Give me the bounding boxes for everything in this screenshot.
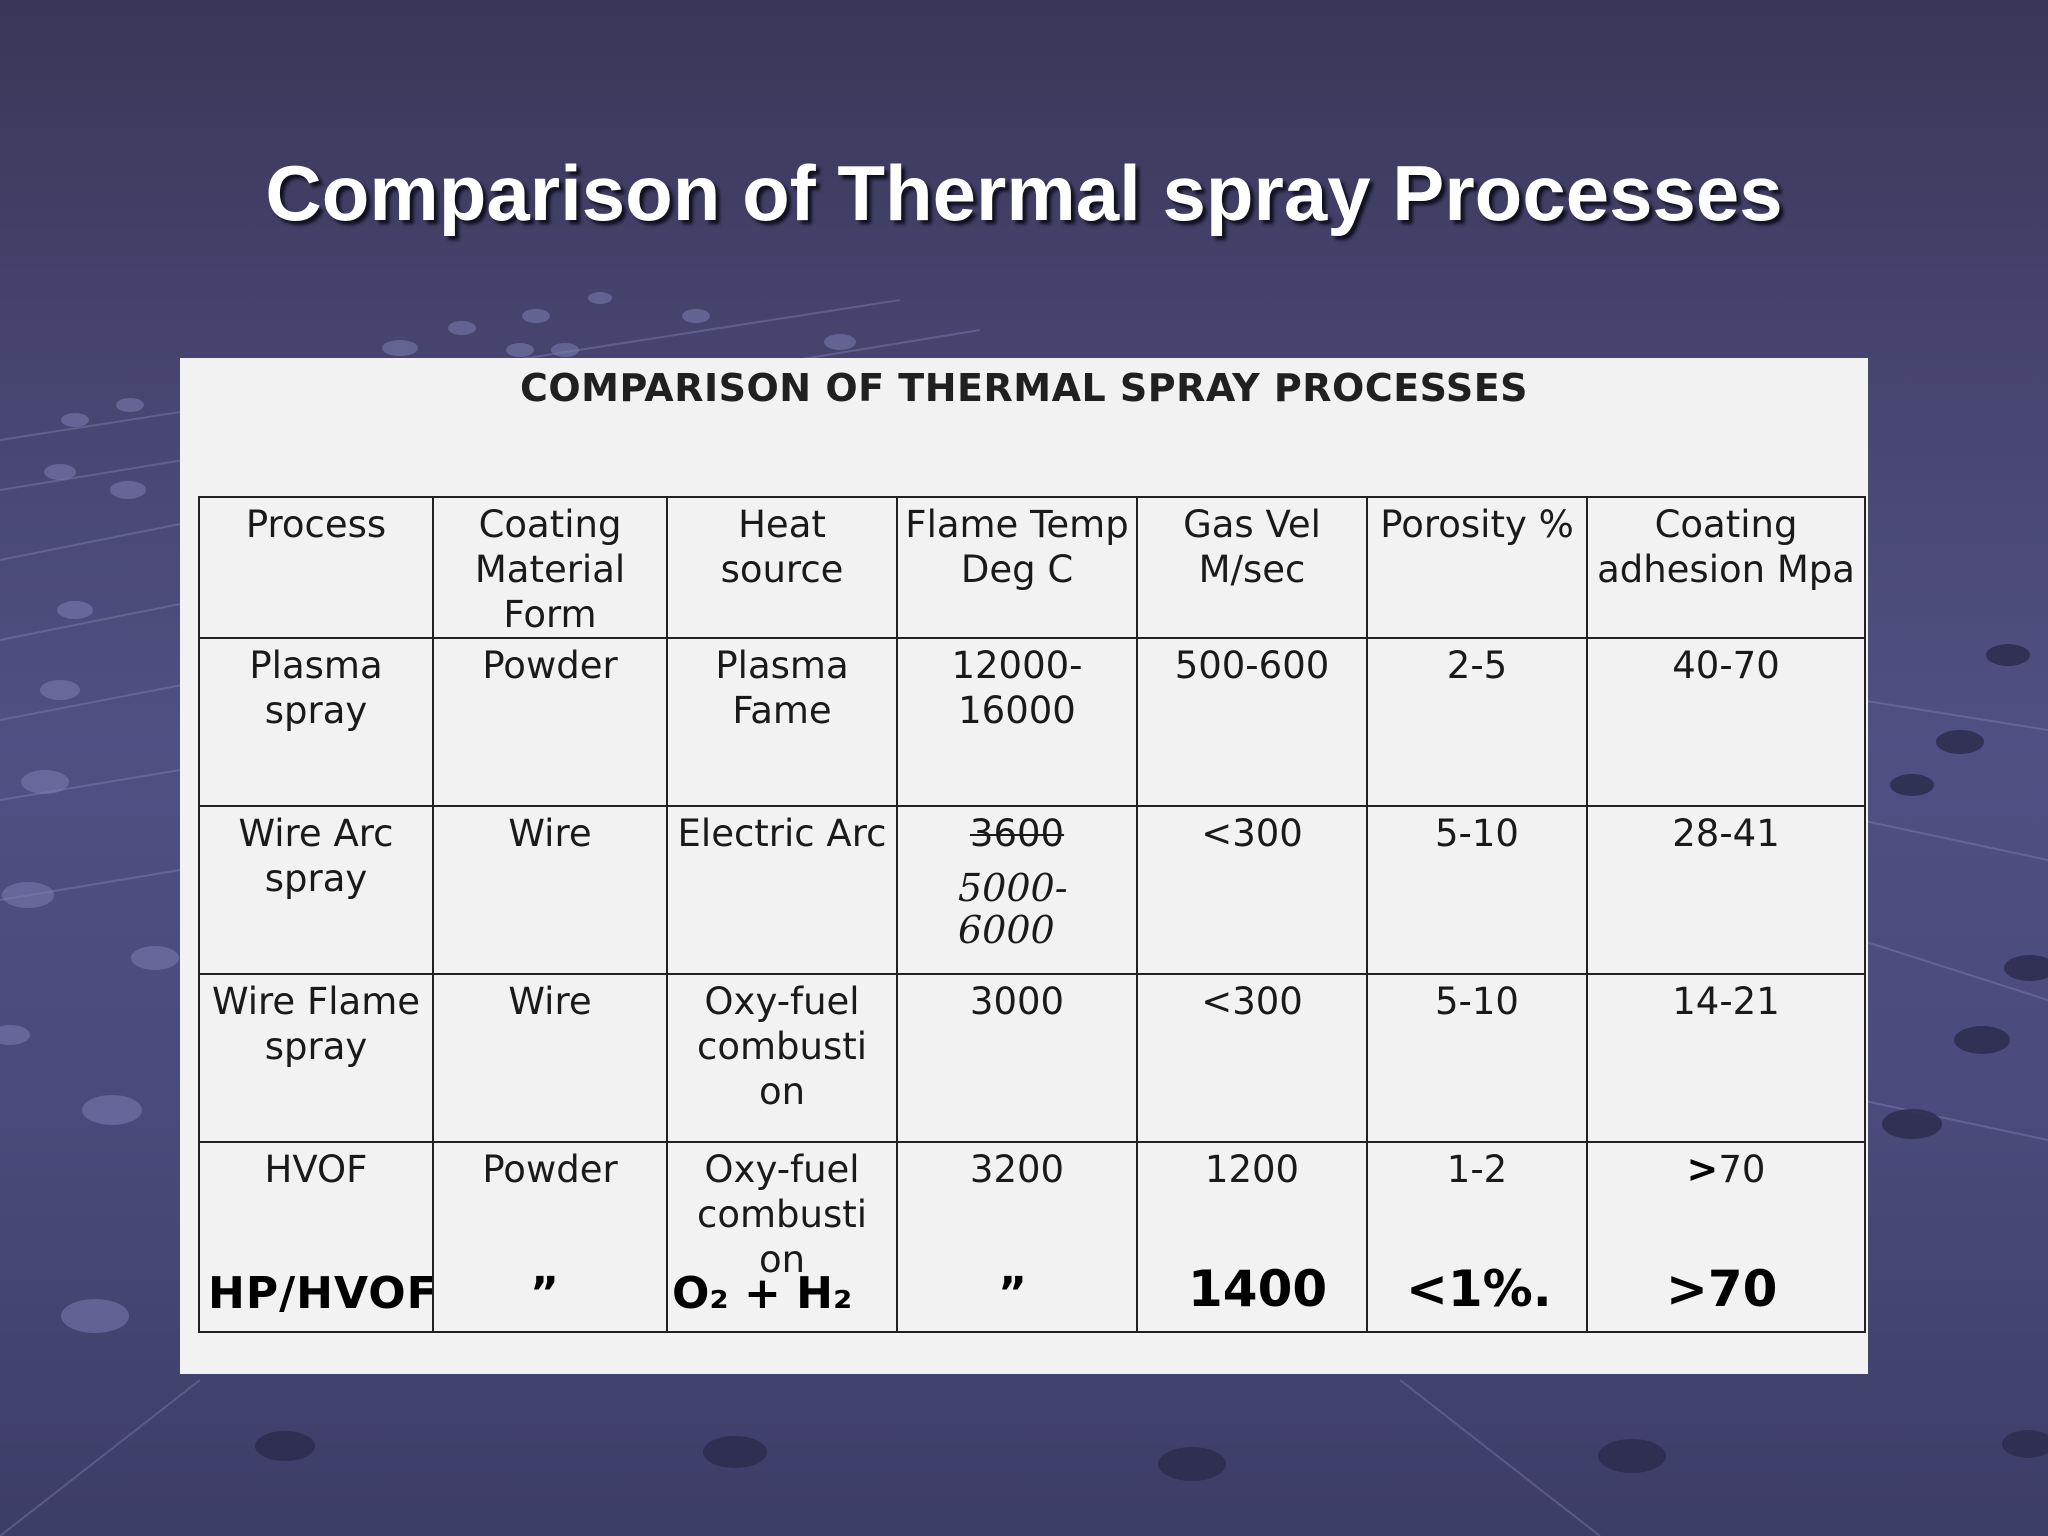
table-cell-hvof: 3200 ” <box>896 1141 1138 1333</box>
table-cell: Wire <box>432 973 668 1143</box>
comparison-table: Process Coating Material Form Heat sourc… <box>198 496 1866 1333</box>
cell-value: Oxy-fuel combusti on <box>696 1148 868 1281</box>
handwritten-hp-hvof: HP/HVOF <box>208 1268 433 1319</box>
handwritten-ditto: ” <box>530 1268 559 1319</box>
table-cell: 5-10 <box>1366 805 1588 975</box>
table-cell: <300 <box>1136 973 1368 1143</box>
table-cell: 14-21 <box>1586 973 1866 1143</box>
table-row: Wire Arc spray Wire Electric Arc 3600 50… <box>198 805 1866 975</box>
scan-heading: COMPARISON OF THERMAL SPRAY PROCESSES <box>519 366 1529 410</box>
handwritten-adhesion: >70 <box>1666 1260 1778 1318</box>
header-process: Process <box>198 496 434 639</box>
header-coating-material-form: Coating Material Form <box>432 496 668 639</box>
cell-value: 70 <box>1718 1148 1766 1191</box>
table-cell-hvof: >70 >70 <box>1586 1141 1866 1333</box>
table-cell: <300 <box>1136 805 1368 975</box>
table-cell: Plasma spray <box>198 637 434 807</box>
table-cell: 40-70 <box>1586 637 1866 807</box>
table-cell: 12000-16000 <box>896 637 1138 807</box>
table-cell-flame-temp-wire-arc: 3600 5000-6000 <box>896 805 1138 975</box>
table-cell: Powder <box>432 637 668 807</box>
cell-value: Powder <box>482 1148 618 1191</box>
row-label: HVOF <box>264 1148 368 1191</box>
table-row: Plasma spray Powder Plasma Fame 12000-16… <box>198 637 1866 807</box>
table-cell: 5-10 <box>1366 973 1588 1143</box>
header-porosity: Porosity % <box>1366 496 1588 639</box>
table-row: HVOF HP/HVOF Powder ” Oxy-fuel combusti … <box>198 1141 1866 1333</box>
table-cell-hvof: Powder ” <box>432 1141 668 1333</box>
table-cell-hvof: 1200 1400 <box>1136 1141 1368 1333</box>
cell-value: 1200 <box>1204 1148 1300 1191</box>
table-cell: Oxy-fuel combusti on <box>666 973 898 1143</box>
handwritten-1400: 1400 <box>1188 1260 1328 1318</box>
scanned-table-image: COMPARISON OF THERMAL SPRAY PROCESSES Pr… <box>180 358 1868 1374</box>
table-cell: 3000 <box>896 973 1138 1143</box>
table-cell: Wire Arc spray <box>198 805 434 975</box>
cell-value: 1-2 <box>1446 1148 1508 1191</box>
table-cell-hvof: HVOF HP/HVOF <box>198 1141 434 1333</box>
handwritten-greater-mark: > <box>1686 1147 1719 1191</box>
struck-value: 3600 <box>969 812 1065 855</box>
table-header-row: Process Coating Material Form Heat sourc… <box>198 496 1866 639</box>
header-gas-velocity: Gas Vel M/sec <box>1136 496 1368 639</box>
handwritten-o2-h2: O₂ + H₂ <box>672 1268 853 1319</box>
handwritten-temp-correction: 5000-6000 <box>958 866 1068 952</box>
table-cell: 2-5 <box>1366 637 1588 807</box>
table-cell: 28-41 <box>1586 805 1866 975</box>
table-cell: Plasma Fame <box>666 637 898 807</box>
table-cell: 500-600 <box>1136 637 1368 807</box>
table-cell-hvof: Oxy-fuel combusti on O₂ + H₂ <box>666 1141 898 1333</box>
header-flame-temp: Flame Temp Deg C <box>896 496 1138 639</box>
header-coating-adhesion: Coating adhesion Mpa <box>1586 496 1866 639</box>
cell-value: 3200 <box>969 1148 1065 1191</box>
table-cell: Electric Arc <box>666 805 898 975</box>
table-cell: Wire Flame spray <box>198 973 434 1143</box>
header-heat-source: Heat source <box>666 496 898 639</box>
handwritten-ditto: ” <box>998 1268 1027 1319</box>
table-cell: Wire <box>432 805 668 975</box>
handwritten-porosity: <1%. <box>1406 1260 1552 1318</box>
table-row: Wire Flame spray Wire Oxy-fuel combusti … <box>198 973 1866 1143</box>
slide-title: Comparison of Thermal spray Processes <box>265 149 1783 237</box>
table-cell-hvof: 1-2 <1%. <box>1366 1141 1588 1333</box>
